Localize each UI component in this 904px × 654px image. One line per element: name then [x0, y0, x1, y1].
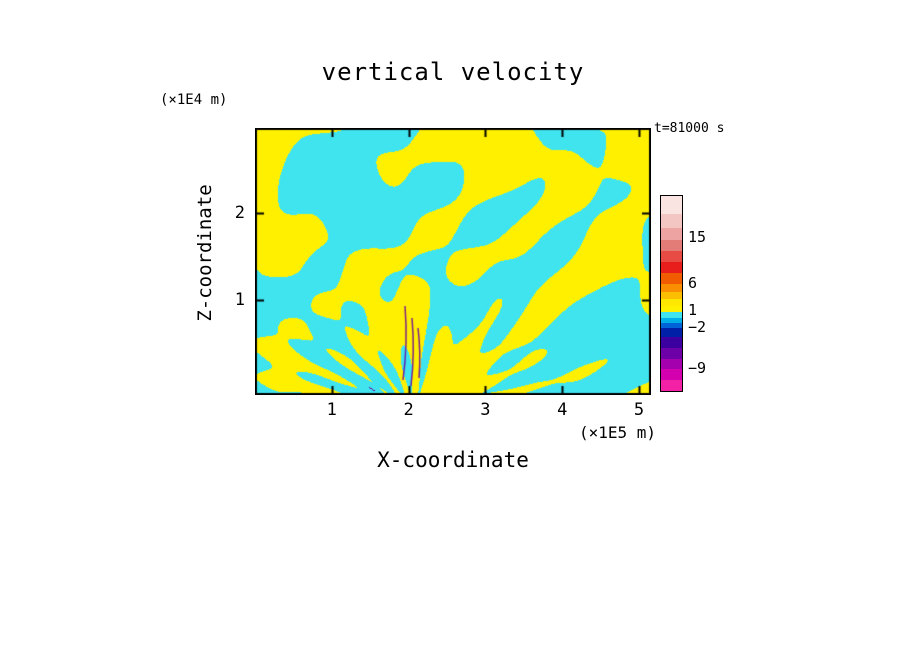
colorbar-segment: [661, 196, 682, 214]
x-tick-label: 3: [480, 400, 491, 420]
colorbar-segment: [661, 214, 682, 228]
colorbar: [660, 195, 683, 392]
x-axis-unit-label: (×1E5 m): [578, 423, 656, 442]
colorbar-segment: [661, 312, 682, 318]
colorbar-segment: [661, 348, 682, 359]
colorbar-segment: [661, 359, 682, 369]
colorbar-segment: [661, 337, 682, 348]
colorbar-segment: [661, 228, 682, 240]
colorbar-tick-label: −9: [688, 358, 707, 377]
colorbar-tick-label: 6: [688, 273, 698, 292]
colorbar-segment: [661, 262, 682, 273]
y-axis-label: Z-coordinate: [194, 184, 216, 322]
colorbar-tick-label: 1: [688, 301, 698, 320]
colorbar-segment: [661, 369, 682, 380]
colorbar-segment: [661, 306, 682, 312]
colorbar-segment: [661, 273, 682, 284]
colorbar-segment: [661, 318, 682, 323]
x-axis-label: X-coordinate: [377, 448, 529, 472]
time-annotation: t=81000 s: [654, 121, 725, 136]
x-tick-label: 5: [633, 400, 645, 420]
colorbar-segment: [661, 240, 682, 251]
colorbar-tick-label: −2: [688, 318, 707, 336]
x-tick-label: 2: [403, 400, 414, 420]
x-tick-label: 4: [557, 400, 568, 420]
colorbar-segment: [661, 380, 682, 391]
colorbar-segment: [661, 251, 682, 262]
y-tick-label: 2: [234, 203, 245, 223]
colorbar-tick-label: 15: [688, 227, 707, 246]
y-tick-label: 1: [234, 290, 245, 310]
heatmap-canvas: [255, 128, 651, 395]
colorbar-segment: [661, 328, 682, 337]
x-tick-label: 1: [326, 400, 337, 420]
colorbar-segment: [661, 323, 682, 328]
colorbar-segment: [661, 299, 682, 306]
colorbar-segment: [661, 284, 682, 292]
colorbar-segment: [661, 292, 682, 299]
y-axis-unit-label: (×1E4 m): [160, 92, 228, 108]
chart-title: vertical velocity: [321, 58, 585, 86]
